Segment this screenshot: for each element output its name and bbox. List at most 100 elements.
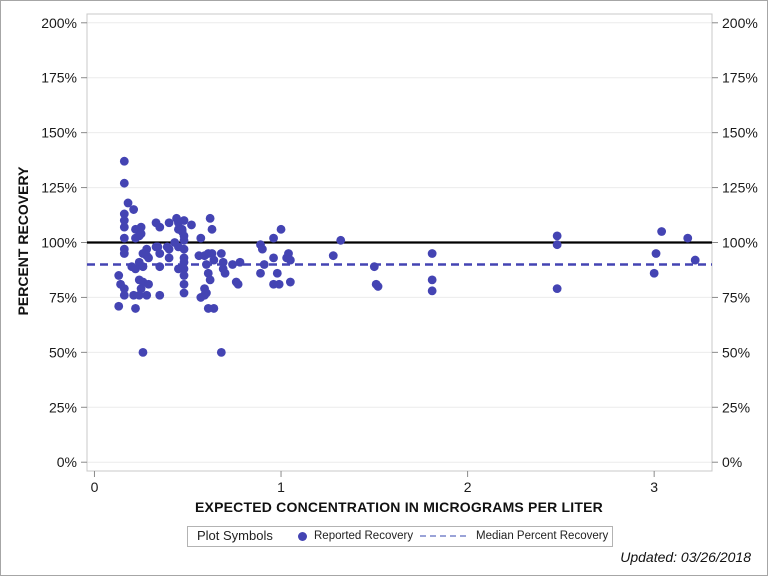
data-point <box>119 178 129 188</box>
data-point <box>123 198 133 208</box>
data-point <box>179 216 189 225</box>
data-point <box>119 290 129 300</box>
data-point <box>552 231 562 241</box>
data-point <box>155 249 165 258</box>
data-point <box>209 304 219 313</box>
data-point <box>269 253 278 263</box>
data-point <box>119 222 129 232</box>
updated-date-note: Updated: 03/26/2018 <box>620 549 751 565</box>
data-point <box>683 233 693 243</box>
data-point <box>369 262 379 272</box>
data-point <box>119 156 129 166</box>
data-point <box>119 209 129 219</box>
data-point <box>651 249 661 258</box>
data-point <box>187 220 196 230</box>
y-tick-label-left-100: 100% <box>41 235 77 251</box>
data-point <box>114 301 124 311</box>
data-point <box>233 279 243 289</box>
data-point <box>216 347 226 357</box>
data-point <box>285 255 295 265</box>
data-point <box>134 290 144 300</box>
y-tick-label-left-0: 0% <box>57 454 77 470</box>
data-point <box>690 255 700 265</box>
data-point <box>269 233 278 243</box>
data-point <box>164 218 174 228</box>
data-point <box>179 288 189 298</box>
data-point <box>155 222 165 232</box>
data-point <box>220 268 230 278</box>
data-point <box>427 249 437 258</box>
y-tick-label-right-125: 125% <box>722 180 758 196</box>
data-point <box>144 253 153 263</box>
data-point <box>131 264 140 274</box>
data-point <box>205 275 215 285</box>
data-point <box>119 216 129 225</box>
y-tick-label-left-150: 150% <box>41 125 77 141</box>
data-point <box>649 268 659 278</box>
data-point <box>114 271 124 280</box>
data-point <box>209 255 219 265</box>
data-point <box>144 279 153 289</box>
y-tick-label-left-175: 175% <box>41 70 77 86</box>
data-point <box>235 257 245 267</box>
x-tick-label-0: 0 <box>91 479 99 495</box>
data-point <box>129 205 139 214</box>
data-point <box>256 268 265 278</box>
data-point <box>142 290 152 300</box>
data-point <box>427 275 437 285</box>
legend-entry-reported-recovery: Reported Recovery <box>314 530 414 542</box>
data-point <box>202 260 211 269</box>
data-point <box>136 284 146 294</box>
y-tick-label-left-25: 25% <box>49 399 77 415</box>
data-point <box>200 290 209 300</box>
data-point <box>179 244 189 254</box>
data-point <box>164 253 174 263</box>
y-tick-label-right-50: 50% <box>722 344 750 360</box>
data-point <box>119 249 129 258</box>
legend-marker-dot-icon <box>298 532 307 541</box>
data-point <box>136 222 146 232</box>
data-point <box>285 277 295 287</box>
data-point <box>228 260 237 269</box>
data-point <box>138 347 148 357</box>
data-point <box>257 244 267 254</box>
legend-entry-median-percent-recovery: Median Percent Recovery <box>476 530 609 542</box>
data-point <box>552 240 562 250</box>
data-point <box>336 235 346 245</box>
data-point <box>272 268 282 278</box>
data-point <box>179 279 189 289</box>
y-tick-label-right-200: 200% <box>722 15 758 31</box>
x-tick-label-2: 2 <box>464 479 472 495</box>
y-tick-label-left-50: 50% <box>49 344 77 360</box>
data-point <box>119 284 129 294</box>
y-tick-label-right-0: 0% <box>722 454 742 470</box>
y-tick-label-right-75: 75% <box>722 289 750 305</box>
data-point <box>218 257 228 267</box>
data-point <box>131 304 140 313</box>
data-point <box>131 233 140 243</box>
data-point <box>177 224 187 234</box>
data-point <box>179 264 189 274</box>
data-point <box>216 249 226 258</box>
data-point <box>259 260 269 269</box>
y-tick-label-left-200: 200% <box>41 15 77 31</box>
data-point <box>205 213 215 223</box>
data-point <box>164 244 174 254</box>
data-point <box>274 279 284 289</box>
data-point <box>207 249 217 258</box>
data-point <box>153 242 163 252</box>
legend: Plot Symbols Reported Recovery Median Pe… <box>187 526 613 547</box>
data-point <box>179 271 189 280</box>
y-axis-title: PERCENT RECOVERY <box>15 166 31 316</box>
y-tick-label-right-100: 100% <box>722 235 758 251</box>
legend-dashed-line-icon <box>420 535 466 537</box>
data-point <box>373 282 383 291</box>
legend-title: Plot Symbols <box>197 528 273 543</box>
data-point <box>552 284 562 294</box>
data-point <box>276 224 286 234</box>
data-point <box>427 286 437 296</box>
data-point <box>155 290 165 300</box>
data-point <box>203 268 213 278</box>
